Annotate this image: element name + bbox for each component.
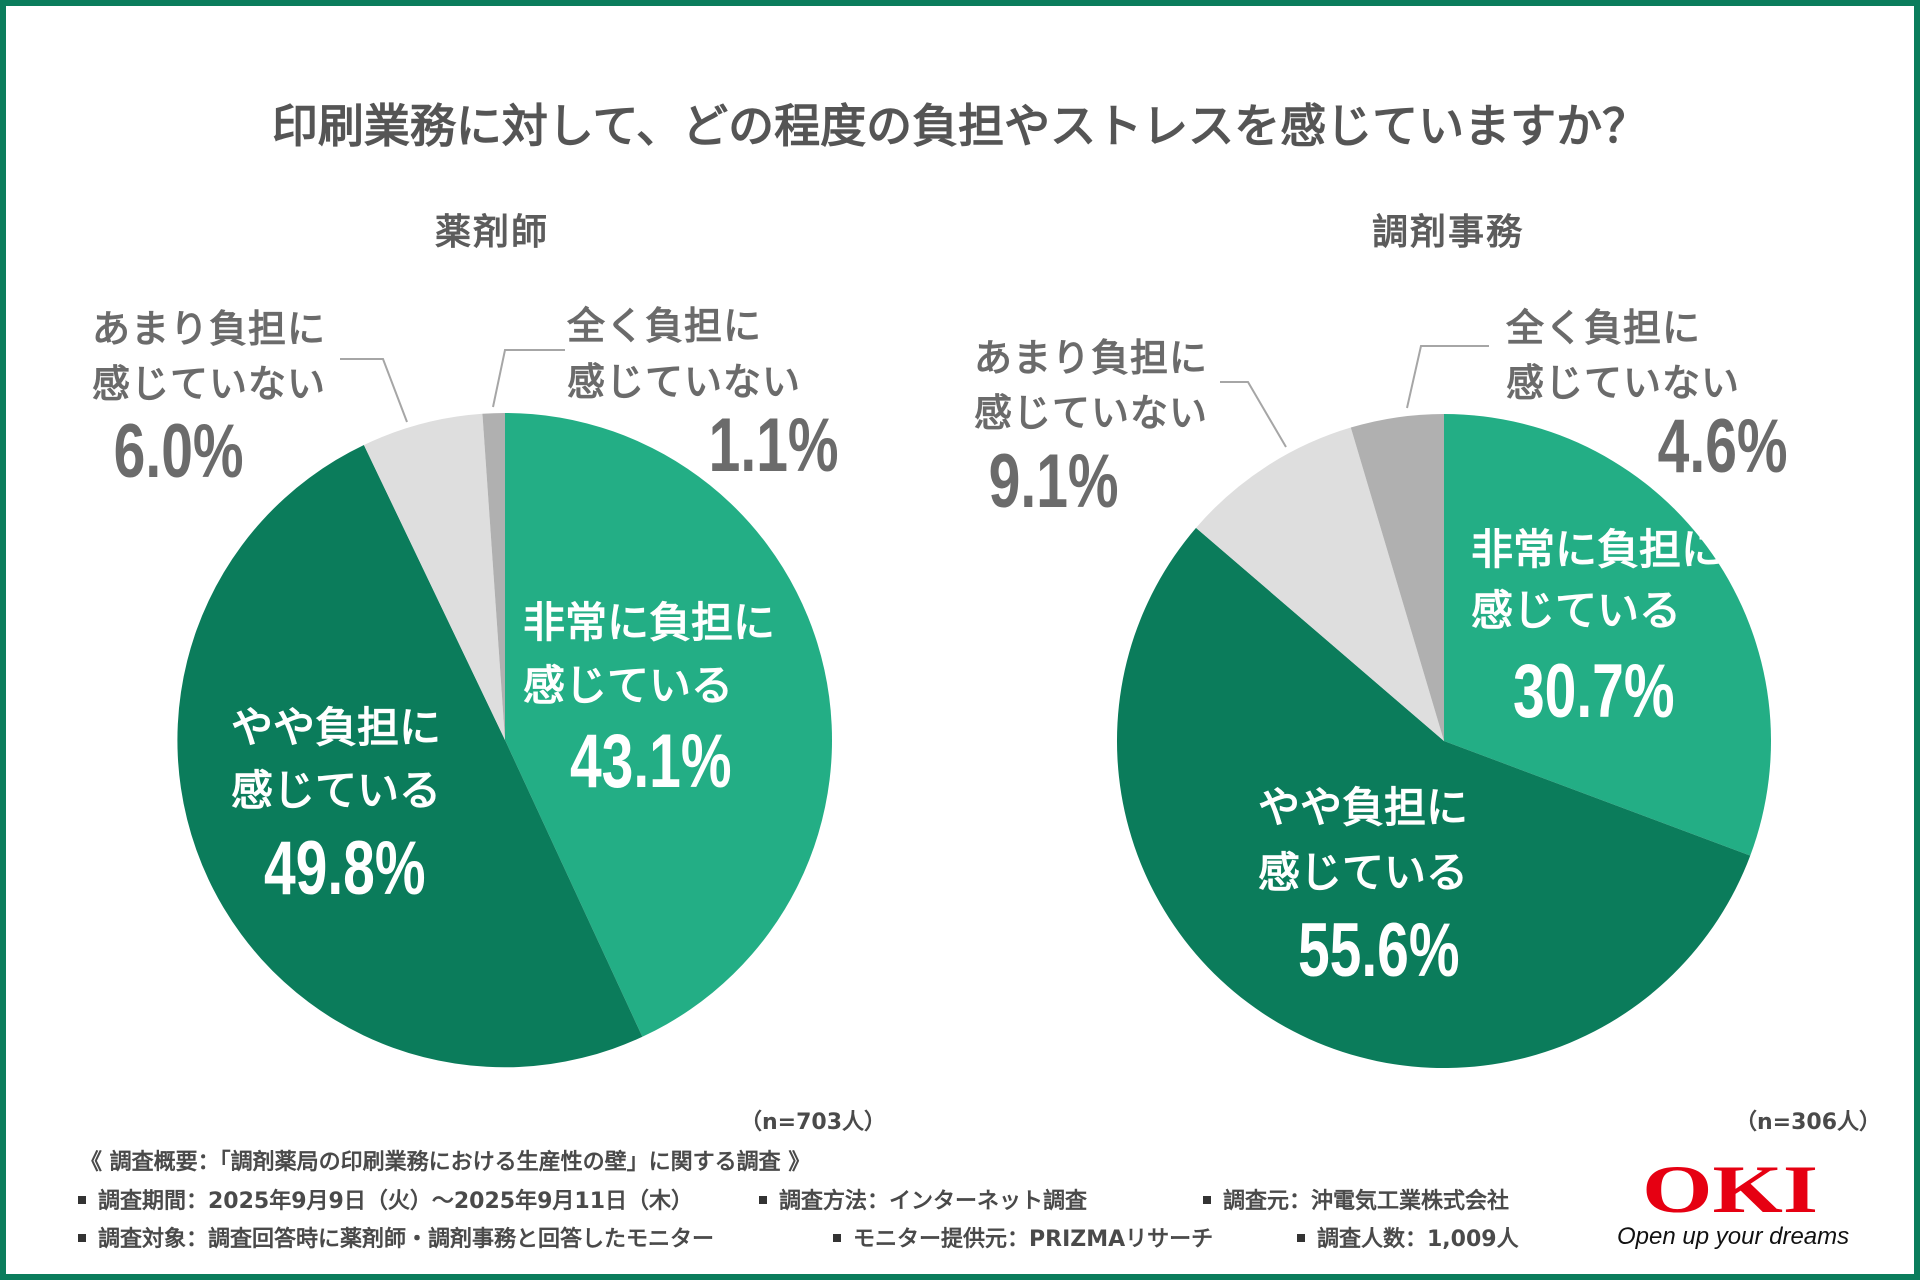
slice-label-not-much: あまり負担に [974,336,1209,380]
sample-size-pharmacist: （n=703人） [740,1110,887,1135]
leader-line-not-at-all [1406,345,1489,409]
pie-chart-pharmacist [177,349,833,1068]
pie-slice-very [505,413,833,1037]
survey-item-respondents: 調査人数：1,009人 [1297,1229,1519,1251]
pie-slice-very [1444,414,1771,856]
survey-item-target: 調査対象：調査回答時に薬剤師・調剤事務と回答したモニター [78,1229,714,1251]
pie-slice-somewhat [1116,527,1751,1069]
leader-line-not-at-all [492,349,565,408]
slice-value-very: 30.7% [1513,649,1675,734]
slice-label-not-at-all-line2: 感じていない [567,360,802,404]
pie-slice-not-at-all [482,413,505,740]
survey-item-period: 調査期間：2025年9月9日（火）～2025年9月11日（木） [78,1191,693,1213]
slice-value-not-at-all: 4.6% [1658,404,1788,489]
slice-label-not-much: あまり負担に [92,307,327,351]
slice-label-not-much-line2: 感じていない [974,391,1209,435]
slice-label-not-at-all: 全く負担に [567,304,763,348]
slice-label-somewhat: やや負担に [1258,783,1469,832]
pie-slices [177,413,833,1068]
bullet-icon [1203,1196,1211,1204]
pie-slice-not-much [1196,427,1444,741]
slice-label-somewhat-line2: 感じている [231,766,442,815]
slice-value-somewhat: 49.8% [264,826,426,911]
leader-line-not-much [340,358,408,423]
slice-label-somewhat: やや負担に [231,703,442,752]
leader-line-not-much [1220,381,1287,448]
bullet-icon [759,1196,767,1204]
slice-label-very: 非常に負担に [1471,525,1724,574]
pie-chart-dispensing-clerk [1116,345,1771,1069]
oki-logo: OKI [1642,1151,1818,1227]
chart-title-dispensing-clerk: 調剤事務 [1371,212,1524,253]
pie-slices [1116,414,1771,1069]
bullet-icon [78,1196,86,1204]
slice-value-somewhat: 55.6% [1298,908,1460,993]
slice-value-very: 43.1% [570,719,732,804]
chart-title-pharmacist: 薬剤師 [434,212,549,253]
page-title: 印刷業務に対して、どの程度の負担やストレスを感じていますか？ [271,99,1649,153]
slice-label-very-line2: 感じている [523,661,734,710]
survey-title: 《 調査概要：「調剤薬局の印刷業務における生産性の壁」に関する調査 》 [80,1150,811,1175]
bullet-icon [78,1234,86,1242]
sample-size-dispensing-clerk: （n=306人） [1735,1110,1882,1135]
slice-value-not-much: 9.1% [989,439,1119,524]
pie-slice-somewhat [177,445,643,1068]
survey-item-method: 調査方法：インターネット調査 [759,1191,1087,1213]
pie-slice-not-at-all [1350,414,1444,741]
pie-slice-not-much [363,413,505,740]
slice-label-not-at-all-line2: 感じていない [1506,361,1741,405]
slice-label-not-at-all: 全く負担に [1506,306,1702,350]
bullet-icon [1297,1234,1305,1242]
slice-value-not-at-all: 1.1% [709,403,839,488]
slice-label-very: 非常に負担に [523,598,776,647]
survey-item-source: 調査元：沖電気工業株式会社 [1203,1191,1509,1213]
slice-label-not-much-line2: 感じていない [92,362,327,406]
slice-label-somewhat-line2: 感じている [1258,848,1469,897]
survey-item-panel-provider: モニター提供元：PRIZMAリサーチ [833,1229,1213,1251]
slice-value-not-much: 6.0% [114,409,244,494]
logo-tagline: Open up your dreams [1617,1223,1850,1250]
bullet-icon [833,1234,841,1242]
slice-label-very-line2: 感じている [1471,586,1682,635]
